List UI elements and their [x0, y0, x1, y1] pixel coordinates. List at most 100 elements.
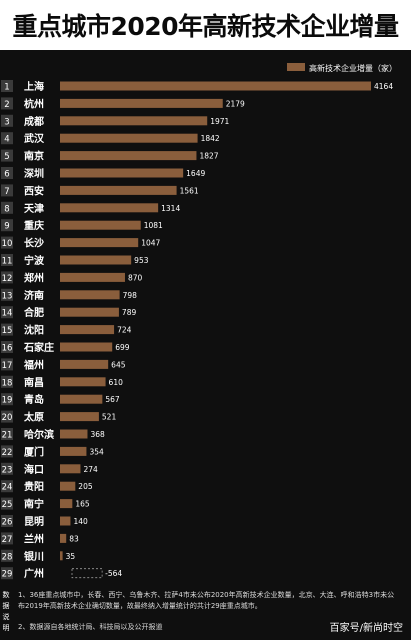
bar: [60, 481, 76, 491]
rank-box: [1, 219, 13, 232]
rank-box: [1, 567, 13, 580]
value-label: 953: [134, 256, 149, 265]
bar: [60, 342, 113, 352]
rank-label: 16: [2, 344, 13, 354]
rank-box: [1, 445, 13, 458]
rank-box: [1, 201, 13, 214]
city-label: 福州: [23, 358, 44, 371]
legend: 高新技术企业增量（家）: [287, 63, 397, 73]
rank-box: [1, 236, 13, 249]
rank-label: 20: [2, 413, 13, 423]
value-label: 205: [78, 482, 93, 491]
city-label: 天津: [24, 202, 44, 215]
bar: [60, 168, 184, 178]
city-label: 青岛: [24, 393, 44, 406]
value-label: 368: [90, 430, 105, 439]
rank-box: [1, 480, 13, 493]
bar: [60, 429, 88, 439]
value-label: 789: [122, 308, 137, 317]
value-label: 610: [109, 378, 124, 387]
bar: [60, 464, 81, 474]
rank-label: 25: [2, 500, 13, 510]
value-label: 83: [69, 534, 79, 543]
value-label: 1827: [199, 152, 218, 161]
rank-box: [1, 393, 13, 406]
rank-label: 1: [4, 83, 9, 93]
value-label: 274: [83, 465, 98, 474]
value-label: 35: [66, 552, 76, 561]
bar: [60, 151, 197, 161]
city-label: 宁波: [24, 254, 45, 267]
city-label: 杭州: [24, 97, 44, 110]
city-label: 合肥: [23, 306, 44, 319]
city-label: 石家庄: [23, 341, 54, 354]
rank-label: 27: [2, 535, 13, 545]
value-label: 1842: [201, 134, 220, 143]
city-label: 南宁: [24, 498, 44, 511]
value-label: 1561: [180, 186, 199, 195]
bar: [60, 203, 159, 213]
city-label: 沈阳: [24, 324, 44, 337]
value-label: 724: [117, 326, 132, 335]
value-label: 798: [123, 291, 138, 300]
value-label: 1081: [144, 221, 163, 230]
city-label: 厦门: [24, 445, 44, 458]
rank-label: 22: [2, 448, 13, 458]
city-label: 郑州: [24, 271, 44, 284]
value-label: 2179: [226, 99, 245, 108]
rank-box: [1, 288, 13, 301]
bar: [60, 377, 106, 387]
rank-label: 21: [2, 431, 13, 441]
legend-label: 高新技术企业增量（家）: [309, 63, 397, 73]
rank-box: [1, 114, 13, 127]
rank-box: [1, 271, 13, 284]
rank-box: [1, 306, 13, 319]
bar: [60, 81, 371, 91]
value-label: 567: [105, 395, 120, 404]
bar: [60, 516, 71, 526]
rank-label: 18: [2, 378, 13, 388]
city-label: 长沙: [24, 237, 44, 250]
rank-label: 8: [4, 204, 9, 214]
rank-box: [1, 428, 13, 440]
source-credit: 百家号/新尚时空: [329, 623, 403, 634]
rank-label: 14: [2, 309, 13, 319]
city-label: 兰州: [24, 532, 44, 545]
rank-label: 12: [2, 274, 13, 284]
value-label: -564: [105, 569, 122, 578]
city-label: 广州: [24, 567, 44, 580]
value-label: 870: [128, 273, 143, 282]
city-label: 贵阳: [24, 480, 44, 493]
bar: [60, 307, 119, 317]
bar: [60, 98, 223, 108]
city-label: 海口: [24, 463, 44, 476]
city-label: 哈尔滨: [24, 428, 54, 441]
rank-label: 7: [4, 187, 9, 197]
value-label: 354: [89, 447, 104, 456]
city-label: 西安: [24, 184, 44, 197]
value-label: 140: [73, 517, 88, 526]
city-label: 上海: [24, 80, 44, 93]
bar: [60, 499, 73, 509]
rank-label: 13: [2, 291, 13, 301]
rank-label: 6: [4, 170, 9, 180]
bar: [60, 325, 115, 335]
rank-box: [1, 341, 13, 353]
rank-box: [1, 97, 13, 110]
bar: [60, 220, 141, 230]
value-label: 4164: [374, 82, 393, 91]
bar: [60, 412, 99, 422]
chart-title: 重点城市2020年高新技术企业增量: [12, 12, 399, 41]
rank-label: 23: [2, 465, 13, 475]
rank-box: [1, 149, 13, 162]
rank-label: 28: [2, 552, 13, 562]
bar: [60, 116, 208, 126]
rank-box: [1, 532, 13, 545]
city-label: 重庆: [24, 219, 44, 232]
rank-box: [1, 375, 13, 388]
value-label: 165: [75, 500, 90, 509]
note-1: 1、36座重点城市中，长春、西宁、乌鲁木齐、拉萨4市未公布2020年高新技术企业…: [18, 591, 395, 610]
rank-box: [1, 80, 13, 92]
rank-label: 11: [2, 257, 13, 267]
city-label: 银川: [24, 550, 44, 563]
